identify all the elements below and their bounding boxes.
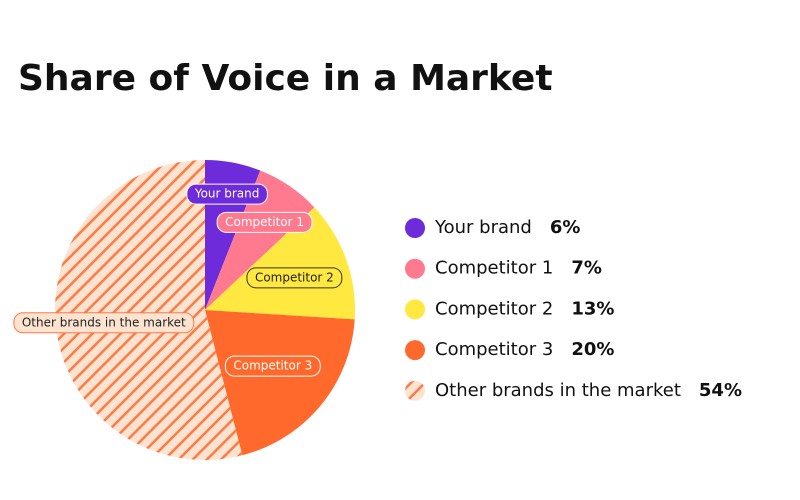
- slice-label-bg: [13, 312, 195, 334]
- legend-marker: [405, 258, 425, 279]
- slice-label: Competitor 2: [246, 267, 343, 289]
- legend-label: Competitor 2: [435, 298, 553, 319]
- legend-label: Other brands in the market: [435, 380, 681, 401]
- slice-label-bg: [224, 355, 321, 377]
- legend-marker: [405, 299, 425, 320]
- pie-slice: [205, 170, 315, 310]
- pie-slice: [55, 160, 243, 460]
- legend-value: 7%: [571, 258, 602, 279]
- legend-label: Competitor 3: [435, 339, 553, 360]
- legend-value: 13%: [571, 298, 614, 319]
- legend-value: 20%: [571, 339, 614, 360]
- pie-slice: [205, 207, 355, 320]
- pie-slice: [205, 310, 355, 456]
- slice-label-text: Competitor 3: [233, 359, 312, 373]
- slice-label-text: Other brands in the market: [22, 315, 186, 329]
- slice-label-bg: [186, 183, 268, 205]
- slice-label-bg: [216, 211, 313, 233]
- legend-label: Your brand: [434, 217, 532, 238]
- legend-marker: [405, 218, 425, 238]
- slice-label: Competitor 1: [216, 211, 313, 233]
- slice-label: Your brand: [186, 183, 268, 205]
- legend-marker: [405, 340, 425, 361]
- slice-label: Other brands in the market: [13, 312, 195, 334]
- legend-label: Competitor 1: [435, 258, 553, 279]
- legend-value: 54%: [699, 380, 742, 401]
- slice-label: Competitor 3: [224, 355, 321, 377]
- legend-value: 6%: [550, 217, 581, 238]
- chart-title: Share of Voice in a Market: [18, 58, 553, 99]
- slice-label-text: Competitor 2: [255, 270, 334, 284]
- legend-marker: [405, 380, 425, 401]
- slice-label-text: Competitor 1: [225, 215, 304, 229]
- slice-label-bg: [246, 267, 343, 289]
- slice-label-text: Your brand: [194, 187, 260, 201]
